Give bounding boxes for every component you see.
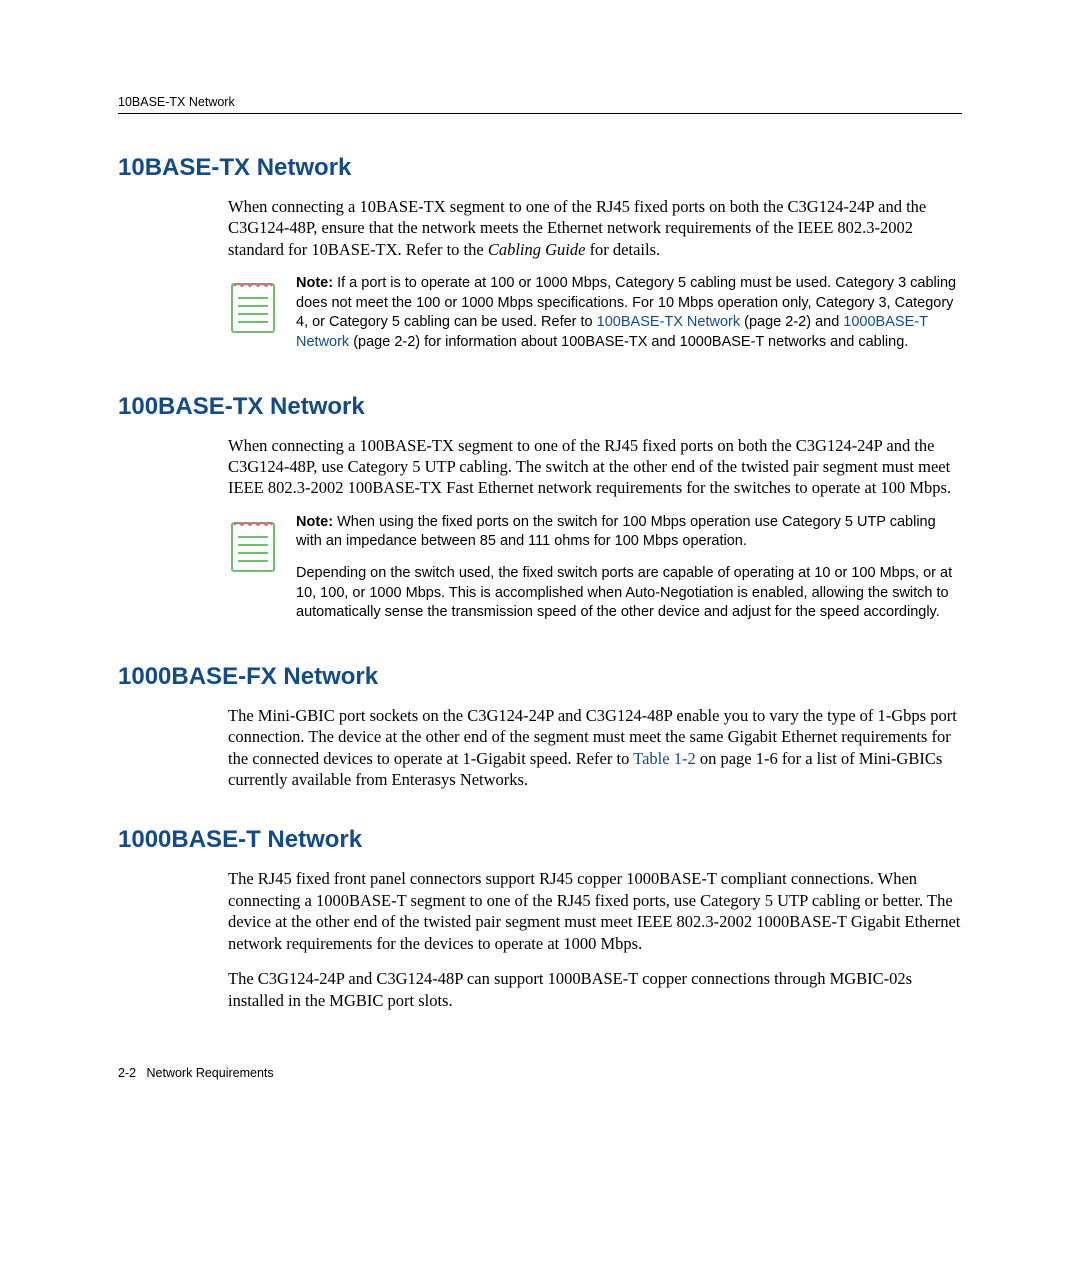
text: (page 2-2) for information about 100BASE… (349, 334, 908, 350)
link-table-1-2[interactable]: Table 1-2 (633, 749, 696, 768)
text: (page 2-2) and (740, 314, 843, 330)
text: The RJ45 fixed front panel connectors su… (228, 869, 960, 952)
page-footer: 2-2 Network Requirements (118, 1066, 274, 1080)
footer-title: Network Requirements (147, 1066, 274, 1080)
note-text: Note: When using the fixed ports on the … (296, 513, 962, 623)
note-block: Note: When using the fixed ports on the … (118, 513, 962, 623)
text: When using the fixed ports on the switch… (296, 514, 936, 550)
paragraph: The RJ45 fixed front panel connectors su… (118, 868, 962, 954)
paragraph: The C3G124-24P and C3G124-48P can suppor… (118, 968, 962, 1011)
running-header: 10BASE-TX Network (118, 95, 962, 114)
text: for details. (585, 240, 660, 259)
heading-1000base-fx: 1000BASE-FX Network (118, 663, 962, 691)
note-block: Note: If a port is to operate at 100 or … (118, 274, 962, 352)
note-text: Note: If a port is to operate at 100 or … (296, 274, 962, 352)
heading-1000base-t: 1000BASE-T Network (118, 826, 962, 854)
paragraph: When connecting a 100BASE-TX segment to … (118, 435, 962, 499)
paragraph: The Mini-GBIC port sockets on the C3G124… (118, 705, 962, 791)
italic-text: Cabling Guide (488, 240, 586, 259)
note-icon (228, 276, 278, 341)
heading-100base-tx: 100BASE-TX Network (118, 393, 962, 421)
document-page: 10BASE-TX Network 10BASE-TX Network When… (0, 0, 1080, 1270)
link-100base-tx[interactable]: 100BASE-TX Network (597, 314, 740, 330)
footer-page-number: 2-2 (118, 1066, 136, 1080)
paragraph: When connecting a 10BASE-TX segment to o… (118, 196, 962, 260)
note-extra-text: Depending on the switch used, the fixed … (296, 564, 962, 623)
text: When connecting a 100BASE-TX segment to … (228, 436, 951, 498)
note-label: Note: (296, 514, 333, 530)
heading-10base-tx: 10BASE-TX Network (118, 154, 962, 182)
note-icon (228, 515, 278, 580)
text: The C3G124-24P and C3G124-48P can suppor… (228, 969, 912, 1009)
note-label: Note: (296, 275, 333, 291)
